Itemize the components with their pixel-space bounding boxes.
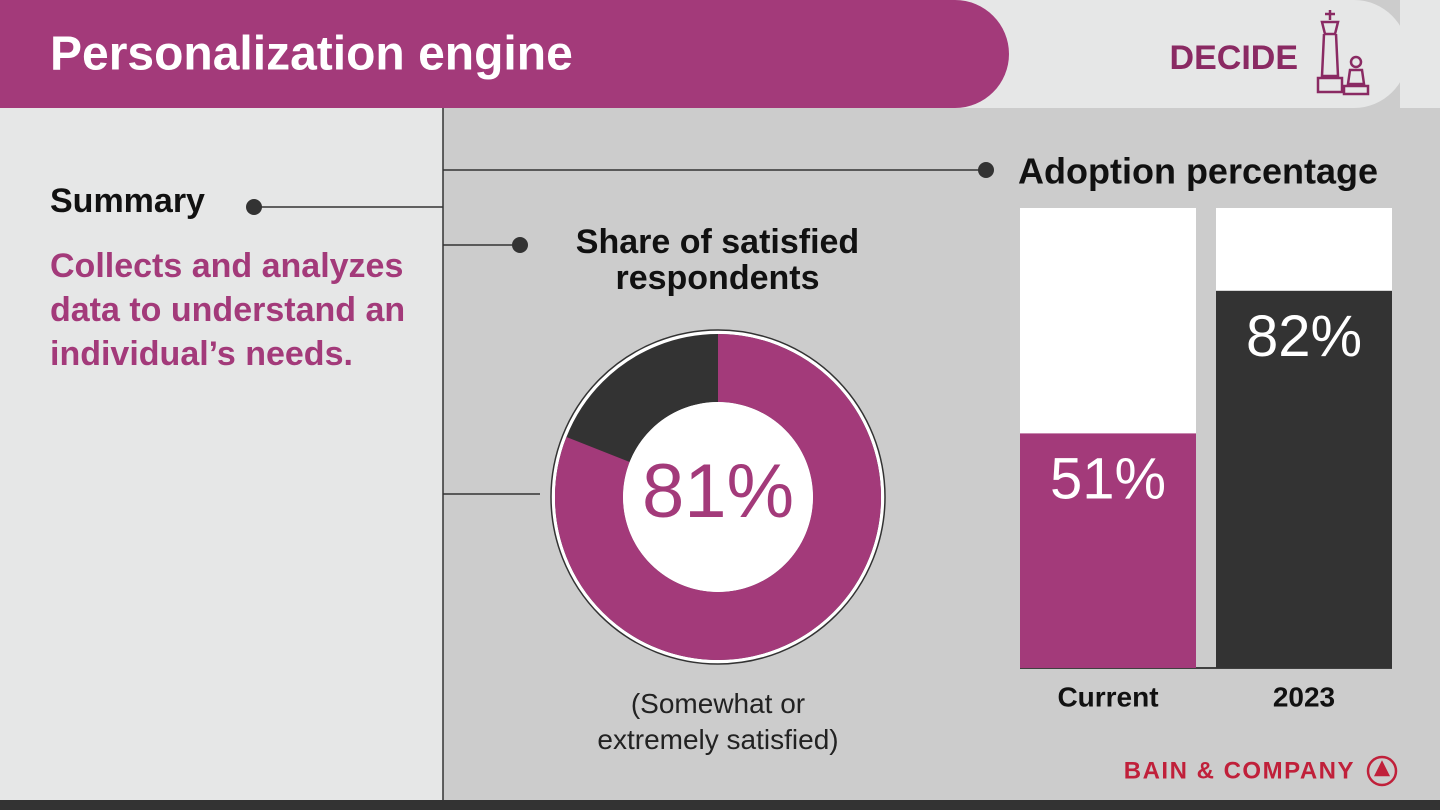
header-band (0, 0, 1009, 108)
summary-text: Collects and analyzes data to understand… (50, 247, 406, 373)
donut-hole (623, 402, 813, 592)
badge-bg (880, 0, 1408, 108)
summary-label: Summary (50, 182, 205, 220)
title: Personalization engine (50, 28, 573, 81)
value-label: 82% (1246, 304, 1362, 369)
connectors (254, 108, 986, 800)
chart-note: (Somewhat or extremely satisfied) (597, 688, 839, 755)
chart-title: Share of satisfied respondents (575, 223, 860, 297)
logo: BAIN & COMPANY (1124, 757, 1355, 784)
value-label: 51% (1050, 447, 1166, 512)
left-panel (0, 108, 443, 800)
badge-bg (1400, 0, 1440, 108)
chart-title: Adoption percentage (1018, 151, 1378, 192)
donut-segment (554, 334, 881, 661)
footer-strip (0, 800, 1440, 810)
connector-dots (246, 162, 994, 253)
value-label: 81% (642, 449, 794, 534)
logo-icon (1366, 755, 1398, 787)
bar (1216, 290, 1392, 668)
x-tick-label: 2023 (1273, 681, 1335, 712)
chess-icon (1316, 10, 1370, 96)
x-tick-label: Current (1057, 681, 1158, 712)
bar (1020, 433, 1196, 668)
badge: DECIDE (1170, 39, 1298, 77)
